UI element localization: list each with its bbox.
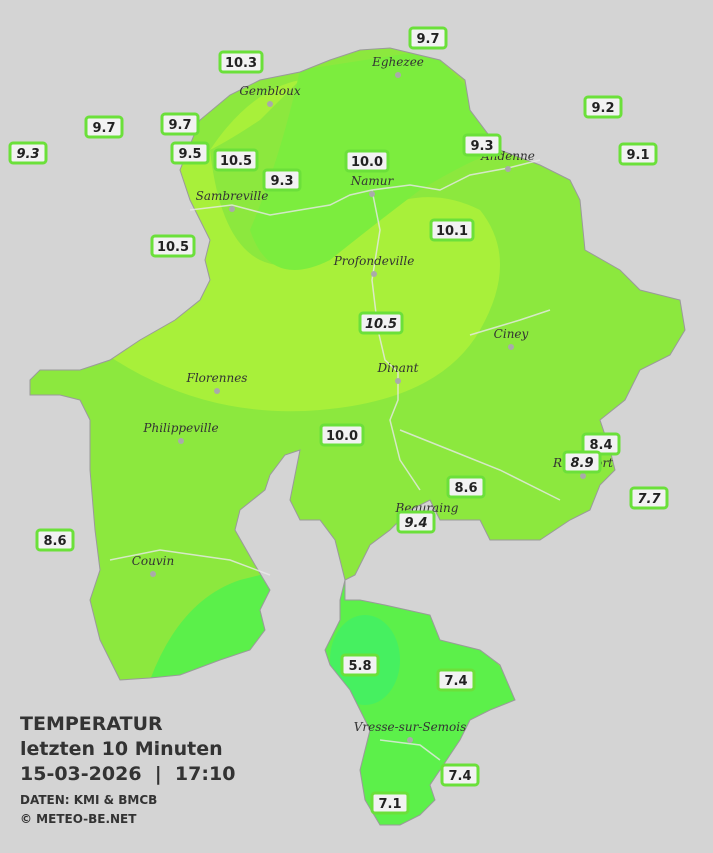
legend-timestamp: 15-03-2026 | 17:10 (20, 763, 235, 785)
station-value: 10.5 (220, 154, 252, 169)
station-value: 9.1 (626, 148, 649, 163)
station-box (213, 148, 259, 172)
station-value: 7.4 (444, 674, 467, 689)
station-box (396, 510, 436, 534)
station-value: 9.7 (92, 121, 115, 136)
legend-title: TEMPERATUR (20, 713, 163, 735)
station-value: 7.7 (637, 492, 661, 507)
station-box (218, 50, 264, 74)
station-box (262, 168, 302, 192)
station-value: 8.4 (589, 438, 612, 453)
station-box (429, 218, 475, 242)
station-box (408, 26, 448, 50)
station-box (583, 95, 623, 119)
city-name: Couvin (132, 554, 174, 568)
station-value: 10.5 (157, 240, 189, 255)
city-name: Vresse-sur-Semois (354, 720, 467, 734)
city-dot (407, 737, 413, 743)
city-name: Philippeville (142, 421, 218, 435)
rivers (109, 159, 561, 761)
city-dot (214, 388, 220, 394)
city-name: Eghezee (371, 55, 424, 69)
city-name: Namur (350, 174, 395, 188)
station-value: 9.3 (270, 174, 293, 189)
station-box (629, 486, 669, 510)
legend: TEMPERATUR letzten 10 Minuten 15-03-2026… (20, 713, 235, 826)
station-value: 5.8 (348, 659, 371, 674)
station-value: 9.2 (591, 101, 614, 116)
station-value: 9.3 (16, 147, 39, 162)
city-dot (369, 191, 375, 197)
city-dot (267, 101, 273, 107)
station-box (370, 791, 410, 815)
city-name: Sambreville (196, 189, 269, 203)
station-box (344, 149, 390, 173)
city-name: Dinant (377, 361, 419, 375)
city-name: Ciney (494, 327, 529, 341)
station-value: 10.0 (351, 155, 383, 170)
station-value: 10.5 (365, 317, 397, 332)
station-value: 9.7 (416, 32, 439, 47)
station-box (562, 450, 602, 474)
legend-copyright: © METEO-BE.NET (20, 812, 137, 826)
station-value: 9.3 (470, 139, 493, 154)
city-dot (580, 473, 586, 479)
legend-period: letzten 10 Minuten (20, 738, 223, 760)
station-value: 9.7 (168, 118, 191, 133)
city-dot (395, 72, 401, 78)
station-box (160, 112, 200, 136)
city-dot (371, 271, 377, 277)
city-name: Florennes (186, 371, 248, 385)
station-box (340, 653, 380, 677)
station-box (618, 142, 658, 166)
station-box (8, 141, 48, 165)
city-name: Gembloux (239, 84, 301, 98)
station-box (440, 763, 480, 787)
station-box (436, 668, 476, 692)
station-value: 8.6 (454, 481, 477, 496)
city-dot (508, 344, 514, 350)
station-box (462, 133, 502, 157)
station-box (84, 115, 124, 139)
legend-source: DATEN: KMI & BMCB (20, 793, 157, 807)
station-box (446, 475, 486, 499)
city-dot (178, 438, 184, 444)
station-value: 7.4 (448, 769, 471, 784)
city-dot (505, 166, 511, 172)
station-value: 7.1 (378, 797, 401, 812)
city-name: Profondeville (333, 254, 415, 268)
city-dot (395, 378, 401, 384)
station-value: 10.1 (436, 224, 468, 239)
city-dot (229, 206, 235, 212)
station-value: 9.4 (404, 516, 427, 531)
station-box (358, 311, 404, 335)
station-value: 8.9 (570, 456, 593, 471)
city-dot (150, 571, 156, 577)
station-value: 10.0 (326, 429, 358, 444)
station-box (35, 528, 75, 552)
station-value: 10.3 (225, 56, 257, 71)
station-box (150, 234, 196, 258)
station-box (170, 141, 210, 165)
station-value: 9.5 (178, 147, 201, 162)
station-value: 8.6 (43, 534, 66, 549)
station-box (319, 423, 365, 447)
labels: EghezeeGemblouxAndenneNamurSambrevillePr… (8, 26, 669, 815)
